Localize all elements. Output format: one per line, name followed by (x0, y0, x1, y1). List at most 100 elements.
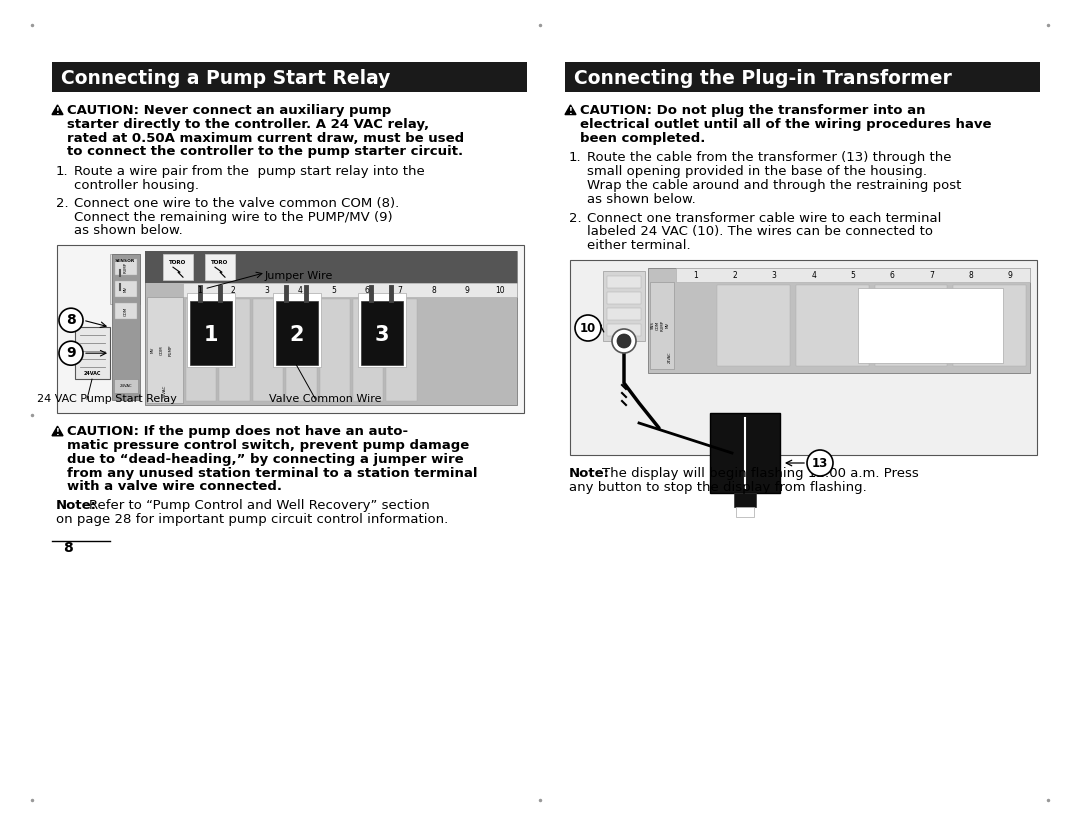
Text: Route the cable from the transformer (13) through the: Route the cable from the transformer (13… (588, 151, 951, 164)
Circle shape (575, 315, 600, 341)
Text: small opening provided in the base of the housing.: small opening provided in the base of th… (588, 165, 927, 178)
FancyBboxPatch shape (650, 282, 674, 369)
FancyBboxPatch shape (147, 297, 183, 403)
FancyBboxPatch shape (607, 292, 642, 304)
FancyBboxPatch shape (114, 268, 135, 278)
FancyBboxPatch shape (114, 379, 138, 393)
FancyBboxPatch shape (603, 271, 645, 341)
Text: 7: 7 (929, 271, 934, 280)
FancyBboxPatch shape (253, 299, 283, 401)
Text: 24 VAC Pump Start Relay: 24 VAC Pump Start Relay (37, 394, 177, 404)
Text: 3: 3 (772, 271, 777, 280)
FancyBboxPatch shape (205, 254, 235, 281)
FancyBboxPatch shape (353, 299, 383, 401)
Text: 2: 2 (231, 286, 235, 295)
FancyBboxPatch shape (796, 285, 868, 366)
Polygon shape (52, 426, 63, 436)
Text: !: ! (55, 428, 59, 437)
FancyBboxPatch shape (183, 283, 517, 297)
Text: CAUTION: Do not plug the transformer into an: CAUTION: Do not plug the transformer int… (580, 104, 926, 117)
FancyBboxPatch shape (186, 299, 216, 401)
Text: 9: 9 (66, 346, 76, 360)
Circle shape (807, 450, 833, 476)
Text: 24VAC: 24VAC (163, 385, 167, 398)
Text: 1: 1 (204, 325, 218, 345)
FancyBboxPatch shape (859, 288, 1003, 363)
Text: starter directly to the controller. A 24 VAC relay,: starter directly to the controller. A 24… (67, 118, 429, 131)
Text: to connect the controller to the pump starter circuit.: to connect the controller to the pump st… (67, 145, 463, 159)
Text: 4: 4 (297, 286, 302, 295)
Text: 5: 5 (330, 286, 336, 295)
FancyBboxPatch shape (320, 299, 350, 401)
Text: 2.: 2. (569, 212, 582, 225)
Polygon shape (565, 105, 576, 115)
FancyBboxPatch shape (52, 62, 527, 92)
Text: 8: 8 (63, 541, 72, 554)
FancyBboxPatch shape (75, 327, 110, 379)
Text: either terminal.: either terminal. (588, 239, 690, 252)
Text: COM: COM (124, 306, 129, 316)
Text: on page 28 for important pump circuit control information.: on page 28 for important pump circuit co… (56, 513, 448, 526)
FancyBboxPatch shape (114, 282, 135, 292)
Text: been completed.: been completed. (580, 132, 705, 144)
Text: !: ! (568, 107, 572, 116)
Text: 24VAC: 24VAC (83, 371, 100, 376)
Text: any button to stop the display from flashing.: any button to stop the display from flas… (569, 481, 867, 494)
Text: with a valve wire connected.: with a valve wire connected. (67, 481, 282, 493)
FancyBboxPatch shape (57, 245, 524, 413)
Text: Connecting the Plug-in Transformer: Connecting the Plug-in Transformer (573, 69, 951, 87)
FancyBboxPatch shape (710, 413, 780, 493)
Text: 2: 2 (289, 325, 303, 345)
Text: TORO: TORO (170, 260, 187, 265)
Text: matic pressure control switch, prevent pump damage: matic pressure control switch, prevent p… (67, 439, 469, 452)
FancyBboxPatch shape (114, 259, 137, 276)
Text: PUMP: PUMP (168, 344, 173, 356)
Text: 3: 3 (265, 286, 269, 295)
Text: 1: 1 (693, 271, 698, 280)
Text: !: ! (55, 107, 59, 116)
Text: Note:: Note: (569, 467, 610, 480)
Text: 5: 5 (851, 271, 855, 280)
Polygon shape (52, 105, 63, 115)
FancyBboxPatch shape (607, 324, 642, 336)
Text: PUMP: PUMP (661, 320, 665, 330)
Text: COM: COM (656, 320, 660, 330)
FancyBboxPatch shape (361, 301, 403, 365)
Text: 1.: 1. (569, 151, 582, 164)
Text: Wrap the cable around and through the restraining post: Wrap the cable around and through the re… (588, 179, 961, 192)
FancyBboxPatch shape (565, 62, 1040, 92)
Text: SENSOR: SENSOR (114, 259, 135, 263)
FancyBboxPatch shape (145, 251, 517, 405)
FancyBboxPatch shape (114, 303, 137, 320)
Text: controller housing.: controller housing. (75, 179, 199, 192)
Text: as shown below.: as shown below. (588, 193, 696, 206)
Text: 8: 8 (66, 313, 76, 327)
Text: from any unused station terminal to a station terminal: from any unused station terminal to a st… (67, 466, 477, 480)
Text: 24VAC: 24VAC (669, 351, 672, 363)
Text: Connect the remaining wire to the PUMP/MV (9): Connect the remaining wire to the PUMP/M… (75, 211, 393, 223)
FancyBboxPatch shape (286, 299, 316, 401)
Text: MV: MV (666, 322, 670, 328)
Text: electrical outlet until all of the wiring procedures have: electrical outlet until all of the wirin… (580, 118, 991, 131)
Text: Jumper Wire: Jumper Wire (265, 271, 334, 281)
FancyBboxPatch shape (219, 299, 249, 401)
Text: 6: 6 (890, 271, 894, 280)
FancyBboxPatch shape (187, 293, 235, 367)
FancyBboxPatch shape (676, 268, 1030, 282)
Text: Connect one wire to the valve common COM (8).: Connect one wire to the valve common COM… (75, 197, 400, 210)
Text: Route a wire pair from the  pump start relay into the: Route a wire pair from the pump start re… (75, 165, 424, 178)
FancyBboxPatch shape (648, 268, 1030, 373)
Circle shape (59, 341, 83, 365)
FancyBboxPatch shape (735, 507, 754, 517)
Text: 8: 8 (431, 286, 436, 295)
Text: MV: MV (124, 286, 129, 292)
FancyBboxPatch shape (875, 285, 947, 366)
FancyBboxPatch shape (717, 285, 789, 366)
Text: 8: 8 (969, 271, 973, 280)
Text: 7: 7 (397, 286, 403, 295)
Text: as shown below.: as shown below. (75, 224, 183, 237)
FancyBboxPatch shape (954, 285, 1026, 366)
FancyBboxPatch shape (387, 299, 417, 401)
FancyBboxPatch shape (607, 276, 642, 288)
Text: MV: MV (151, 347, 156, 354)
